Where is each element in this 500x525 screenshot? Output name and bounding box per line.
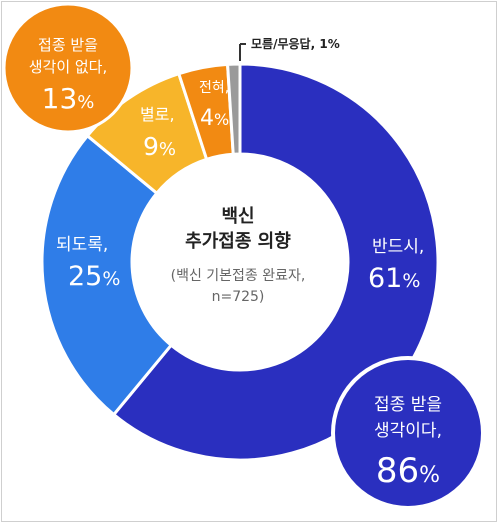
donut-slices bbox=[40, 62, 440, 462]
callout-intent: 접종 받을 생각이다, 86% bbox=[331, 356, 485, 510]
center-title-line-2: 추가접종 의향 bbox=[185, 231, 291, 252]
callout-intent-value: 86% bbox=[376, 451, 440, 491]
slice-label-bandeusi-value: 61% bbox=[368, 263, 420, 294]
center-subtitle-line-1: (백신 기본접종 완료자, bbox=[171, 268, 306, 284]
callout-no-intent-circle bbox=[2, 2, 134, 134]
slice-label-bandeusi-name: 반드시, bbox=[372, 237, 424, 257]
donut-hole bbox=[132, 154, 348, 370]
slice-label-jeonhyeo-name: 전혀, bbox=[199, 80, 229, 96]
center-subtitle-line-2: n=725) bbox=[212, 289, 265, 305]
callout-intent-line-2: 생각이다, bbox=[374, 421, 442, 441]
callout-no-intent-line-2: 생각이 없다, bbox=[29, 58, 108, 76]
callout-no-intent-value: 13% bbox=[42, 82, 95, 115]
center-title-line-1: 백신 bbox=[221, 206, 254, 227]
slice-label-byeollo-value: 9% bbox=[143, 132, 176, 161]
slice-label-doedorok-value: 25% bbox=[68, 261, 120, 292]
callout-intent-line-1: 접종 받을 bbox=[374, 395, 442, 415]
callout-no-intent-line-1: 접종 받을 bbox=[38, 36, 98, 54]
callout-intent-circle bbox=[331, 356, 485, 510]
slice-label-doedorok-name: 되도록, bbox=[56, 235, 108, 255]
callout-no-intent: 접종 받을 생각이 없다, 13% bbox=[2, 2, 134, 134]
slice-label-jeonhyeo-value: 4% bbox=[200, 106, 229, 131]
slice-label-byeollo-name: 별로, bbox=[140, 105, 175, 124]
slice-label-unknown: 모름/무응답, 1% bbox=[251, 36, 340, 51]
